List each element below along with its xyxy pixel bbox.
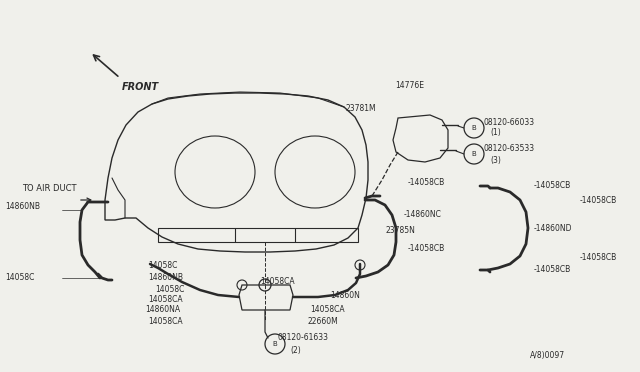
Text: 08120-66033: 08120-66033 — [484, 118, 535, 126]
Text: 14058CA: 14058CA — [148, 295, 182, 305]
Text: -14058CB: -14058CB — [534, 180, 572, 189]
Text: -14058CB: -14058CB — [534, 266, 572, 275]
Text: -14058CB: -14058CB — [408, 177, 445, 186]
Text: 14776E: 14776E — [395, 80, 424, 90]
Text: 14058CA: 14058CA — [310, 305, 344, 314]
Text: FRONT: FRONT — [122, 82, 159, 92]
Text: B: B — [472, 151, 476, 157]
Text: -14860NC: -14860NC — [404, 209, 442, 218]
Text: TO AIR DUCT: TO AIR DUCT — [22, 183, 77, 192]
Text: (2): (2) — [290, 346, 301, 355]
Text: B: B — [472, 125, 476, 131]
Text: 23781M: 23781M — [345, 103, 376, 112]
Text: 14058C: 14058C — [5, 273, 35, 282]
Text: -14058CB: -14058CB — [580, 196, 617, 205]
Text: 14058CA: 14058CA — [260, 278, 294, 286]
Text: -14058CB: -14058CB — [580, 253, 617, 263]
Text: (3): (3) — [490, 155, 501, 164]
Text: 14058C: 14058C — [148, 260, 177, 269]
Text: 14860NB: 14860NB — [5, 202, 40, 211]
Text: 14860NA: 14860NA — [145, 305, 180, 314]
Text: A/8)0097: A/8)0097 — [530, 351, 565, 360]
Text: 14058CA: 14058CA — [148, 317, 182, 327]
Text: B: B — [273, 341, 277, 347]
Text: 08120-63533: 08120-63533 — [484, 144, 535, 153]
Text: -14058CB: -14058CB — [408, 244, 445, 253]
Text: -14860ND: -14860ND — [534, 224, 573, 232]
Text: 14860NB: 14860NB — [148, 273, 183, 282]
Text: 22660M: 22660M — [308, 317, 339, 327]
Text: 14058C: 14058C — [155, 285, 184, 295]
Text: 14860N: 14860N — [330, 291, 360, 299]
Text: (1): (1) — [490, 128, 500, 137]
Text: 08120-61633: 08120-61633 — [278, 334, 329, 343]
Text: 23785N: 23785N — [385, 225, 415, 234]
